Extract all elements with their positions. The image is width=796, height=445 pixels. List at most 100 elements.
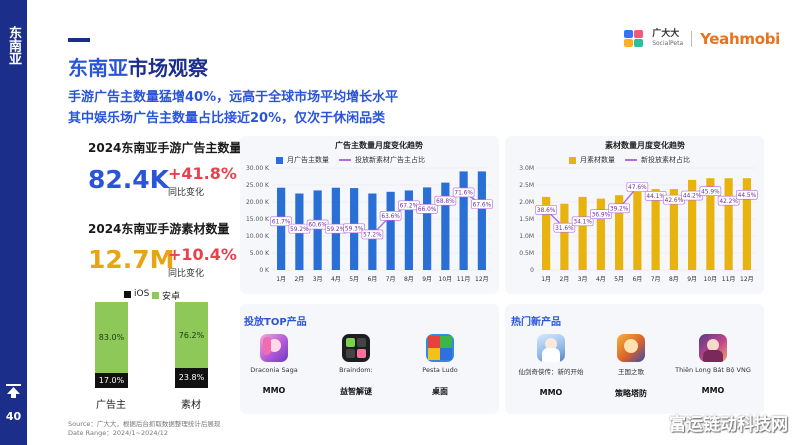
top-product-braindom[interactable]: Braindom: 益智解谜 [316, 334, 396, 397]
bar [542, 196, 551, 270]
socialpeta-logo-text: 广大大 SocialPeta [652, 29, 684, 48]
data-label-box [535, 205, 557, 215]
x-tick-label: 6月 [632, 276, 642, 283]
bar [459, 171, 468, 270]
bar [313, 190, 322, 270]
x-tick-label: 11月 [457, 276, 471, 283]
legend-swatch-ios [124, 290, 131, 298]
app-genre: MMO [701, 386, 725, 395]
advertiser-trend-chart: 0 K 5.00 K 10.00 K 15.00 K 20.00 K 25.00 K 30.… [246, 165, 493, 283]
creative-change-value: +10.4% [168, 245, 237, 264]
y-tick-label: 2.0M [519, 199, 534, 206]
page-number: 40 [5, 410, 22, 423]
sidebar: 东南亚 40 [0, 0, 27, 445]
advertiser-change-label: 同比变化 [168, 188, 205, 198]
hot-product-kingdom-song[interactable]: 王国之歌 策略塔防 [591, 334, 671, 399]
data-label-box [434, 195, 457, 206]
x-tick-label: 7月 [651, 276, 661, 283]
legend-ios: iOS [124, 289, 149, 299]
bar [651, 189, 660, 270]
x-tick-label: 3月 [578, 276, 588, 283]
footer-date-range: Date Range：2024/1~2024/12 [68, 429, 169, 437]
data-label-box [343, 223, 365, 234]
kingdom-song-icon [617, 334, 645, 362]
thien-long-icon [699, 334, 727, 362]
split-bar-ios-segment [95, 373, 128, 388]
data-label: 31.6% [555, 226, 574, 232]
split-bar-android-segment [95, 302, 128, 373]
y-tick-label: 0 K [259, 267, 270, 274]
x-tick-label: 1月 [541, 276, 551, 283]
data-label-box [717, 195, 740, 206]
bar [578, 196, 587, 270]
x-tick-label: 8月 [669, 276, 679, 283]
legend-swatch-bar [276, 156, 283, 164]
bar [423, 187, 432, 270]
footer-source: Source：广大大，根据后台抓取数据整理统计后展现 Date Range：20… [68, 420, 220, 438]
split-bar-advertisers: 83.0% 17.0% [95, 302, 128, 388]
bar [477, 171, 486, 270]
legend-swatch-android [152, 292, 159, 299]
data-label: 44.5% [738, 193, 757, 199]
watermark-text: 富运链动科技网 [669, 415, 788, 435]
x-tick-label: 11月 [722, 276, 736, 283]
advertiser-trend-card: 广告主数量月度变化趋势 月广告主数量 投放新素材广告主占比 0 K 5.00 K 1… [240, 136, 499, 294]
x-tick-label: 5月 [349, 276, 359, 283]
bar [669, 189, 678, 270]
y-tick-label: 30.00 K [246, 165, 270, 172]
upload-arrow-icon[interactable] [6, 384, 21, 398]
data-label: 34.1% [573, 219, 592, 225]
pesta-ludo-icon [426, 334, 454, 362]
x-tick-label: 2月 [294, 276, 304, 283]
data-label-box [553, 222, 576, 233]
app-name: 仙剑奇侠传：新的开始 [518, 368, 584, 376]
creative-trend-chart: 0 0.5M 1.0M 1.5M 2.0M 2.5M 3.0M 1月 2月 3月 4月 5月 6月 7月 8… [519, 165, 758, 283]
data-label: 42.2% [719, 199, 738, 205]
hot-product-thien-long[interactable]: Thiên Long Bát Bộ VNG MMO [673, 334, 753, 395]
app-genre: 策略塔防 [615, 389, 647, 398]
split-bar-ios-segment [175, 368, 208, 388]
bar [277, 187, 286, 270]
hot-products-card: 热门新产品 仙剑奇侠传：新的开始 MMO 王国之歌 策略塔防 Thiên Lon… [505, 304, 764, 414]
data-label: 59.2% [290, 227, 309, 233]
data-label-box [452, 187, 475, 198]
draconia-saga-icon [260, 334, 288, 362]
top-products-card: 投放TOP产品 Draconia Saga MMO Braindom: 益智解谜… [240, 304, 499, 414]
x-tick-label: 9月 [687, 276, 697, 283]
data-label-box [608, 203, 630, 214]
page-title: 东南亚市场观察 [68, 52, 208, 81]
brand-logos: 广大大 SocialPeta Yeahmobi [624, 30, 780, 48]
y-tick-label: 1.0M [519, 233, 534, 240]
logo-divider [691, 31, 693, 47]
y-tick-label: 5.00 K [250, 250, 270, 257]
x-tick-label: 4月 [596, 276, 606, 283]
socialpeta-logo-icon [624, 30, 644, 48]
data-label: 60.6% [308, 223, 327, 229]
braindom-icon [342, 334, 370, 362]
data-label: 57.2% [363, 233, 382, 239]
data-label: 61.7% [272, 220, 291, 226]
split-bar-android-segment [175, 302, 208, 368]
legend-swatch-line [339, 159, 351, 161]
title-highlight: 东南亚 [68, 56, 128, 80]
creative-count-title: 2024东南亚手游素材数量 [88, 222, 230, 236]
app-genre: 桌面 [432, 387, 448, 396]
hot-product-xianjian[interactable]: 仙剑奇侠传：新的开始 MMO [511, 334, 591, 397]
y-tick-label: 15.00 K [246, 216, 270, 223]
advertiser-count-title: 2024东南亚手游广告主数量 [88, 141, 242, 155]
data-label: 38.6% [537, 208, 556, 214]
y-tick-label: 3.0M [519, 165, 534, 172]
app-genre: MMO [539, 388, 563, 397]
top-product-draconia-saga[interactable]: Draconia Saga MMO [234, 334, 314, 395]
top-product-pesta-ludo[interactable]: Pesta Ludo 桌面 [400, 334, 480, 397]
y-tick-label: 0.5M [519, 250, 534, 257]
chart-legend: 月广告主数量 投放新素材广告主占比 [276, 155, 425, 165]
split-bar-creatives: 76.2% 23.8% [175, 302, 208, 388]
data-label: 67.2% [400, 204, 419, 210]
hot-products-title: 热门新产品 [511, 317, 561, 328]
data-label: 59.2% [327, 227, 346, 233]
data-label: 66.0% [418, 207, 437, 213]
split-bar-category-creatives: 素材 [181, 400, 201, 411]
split-bar-category-advertisers: 广告主 [96, 400, 126, 411]
data-label: 67.6% [473, 202, 492, 208]
